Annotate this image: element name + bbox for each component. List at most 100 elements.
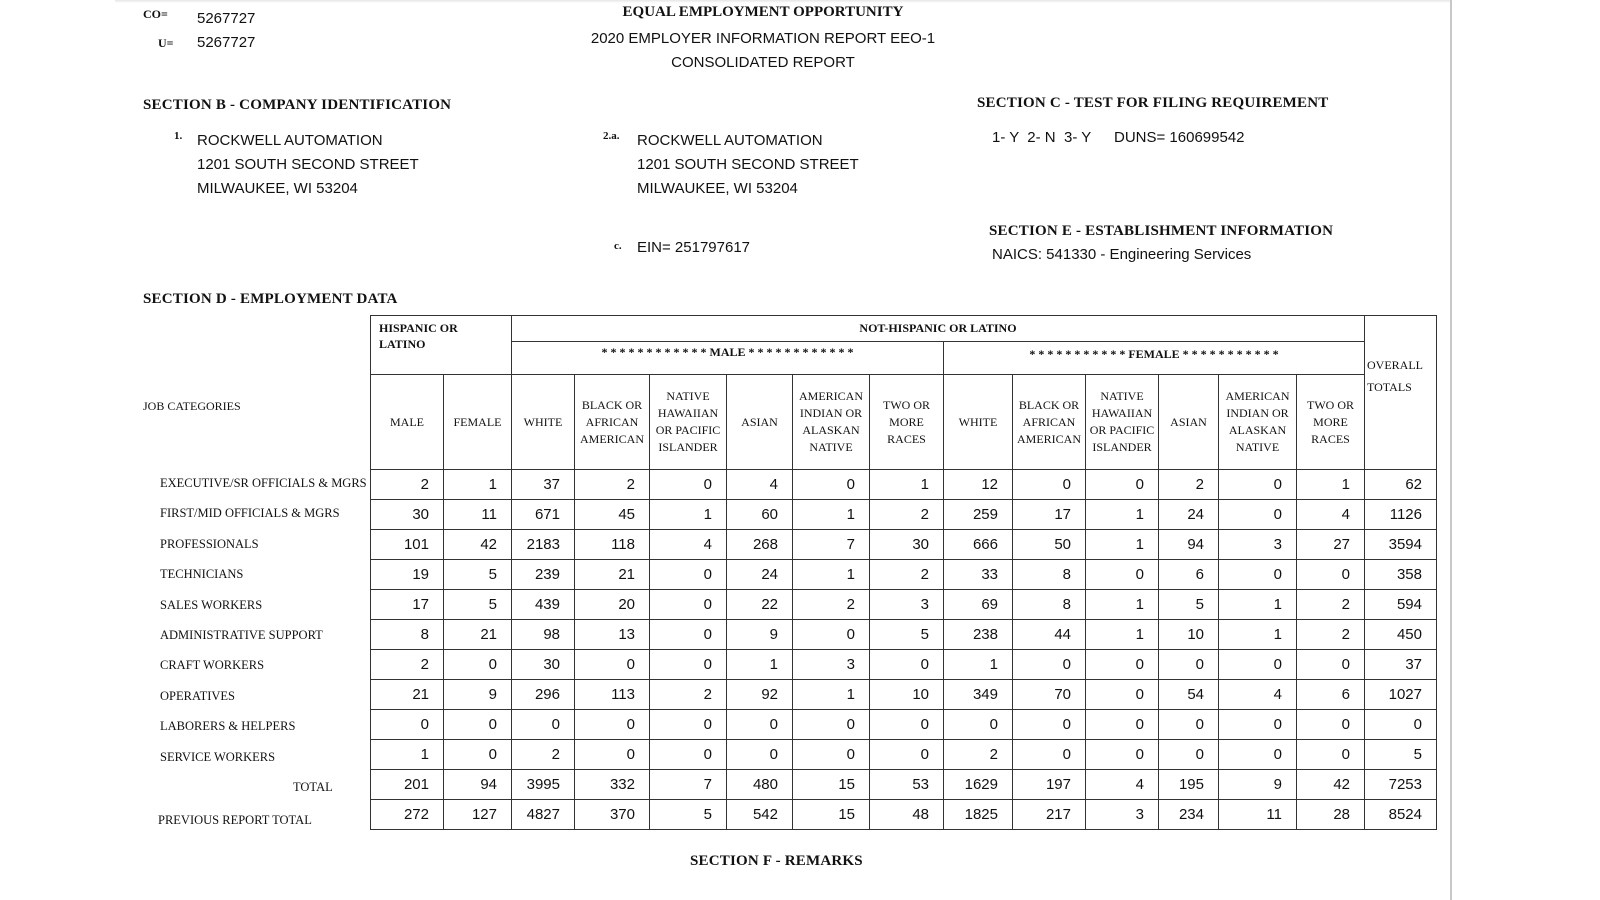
count-cell: 1629 [943, 769, 1013, 800]
company-address-1: ROCKWELL AUTOMATION 1201 SOUTH SECOND ST… [197, 129, 419, 201]
overall-total-cell: 1027 [1364, 679, 1437, 710]
count-cell: 3 [1218, 529, 1297, 560]
job-category-label: SALES WORKERS [160, 597, 263, 612]
count-cell: 0 [649, 619, 727, 650]
count-cell: 70 [1012, 679, 1086, 710]
table-row: 21 9 296 113 2 92 1 10 349 70 0 54 4 6 1027 [370, 679, 1437, 710]
count-cell: 0 [1296, 739, 1365, 770]
address-line: MILWAUKEE, WI 53204 [197, 180, 358, 197]
count-cell: 0 [869, 649, 944, 680]
count-cell: 5 [443, 589, 512, 620]
count-cell: 370 [574, 799, 650, 830]
job-category-label: SERVICE WORKERS [160, 749, 276, 764]
count-cell: 2 [943, 739, 1013, 770]
count-cell: 6 [1158, 559, 1219, 590]
count-cell: 0 [869, 709, 944, 740]
count-cell: 4827 [511, 799, 575, 830]
count-cell: 0 [649, 739, 727, 770]
count-cell: 3 [792, 649, 870, 680]
count-cell: 195 [1158, 769, 1219, 800]
count-cell: 2 [370, 469, 444, 500]
job-category-label: EXECUTIVE/SR OFFICIALS & MGRS [160, 476, 367, 490]
job-categories-label: JOB CATEGORIES [143, 399, 241, 413]
count-cell: 94 [443, 769, 512, 800]
count-cell: 0 [1218, 469, 1297, 500]
count-cell: 666 [943, 529, 1013, 560]
page-top-shadow [115, 0, 1451, 3]
count-cell: 4 [1085, 769, 1159, 800]
overall-total-cell: 450 [1364, 619, 1437, 650]
count-cell: 201 [370, 769, 444, 800]
job-category-label: ADMINISTRATIVE SUPPORT [160, 628, 323, 642]
count-cell: 480 [726, 769, 793, 800]
address-line: ROCKWELL AUTOMATION [197, 132, 383, 149]
overall-total-cell: 5 [1364, 739, 1437, 770]
count-cell: 10 [1158, 619, 1219, 650]
count-cell: 2 [649, 679, 727, 710]
count-cell: 50 [1012, 529, 1086, 560]
count-cell: 1 [1085, 499, 1159, 530]
count-cell: 296 [511, 679, 575, 710]
count-cell: 1 [869, 469, 944, 500]
count-cell: 37 [511, 469, 575, 500]
table-row: 2 1 37 2 0 4 0 1 12 0 0 2 0 1 62 [370, 469, 1437, 500]
count-cell: 0 [649, 649, 727, 680]
count-cell: 0 [370, 709, 444, 740]
count-cell: 9 [726, 619, 793, 650]
count-cell: 0 [1158, 649, 1219, 680]
section-f-title: SECTION F - REMARKS [690, 853, 863, 869]
column-header: WHITE [943, 374, 1013, 470]
count-cell: 27 [1296, 529, 1365, 560]
column-header: AMERICAN INDIAN OR ALASKAN NATIVE [1218, 374, 1297, 470]
count-cell: 22 [726, 589, 793, 620]
table-row: 101 42 2183 118 4 268 7 30 666 50 1 94 3 27 3594 [370, 529, 1437, 560]
count-cell: 0 [1296, 709, 1365, 740]
column-header: TWO OR MORE RACES [1296, 374, 1365, 470]
job-category-label: OPERATIVES [160, 688, 236, 703]
count-cell: 60 [726, 499, 793, 530]
male-header: * * * * * * * * * * * * MALE * * * * * *… [511, 341, 944, 375]
count-cell: 4 [649, 529, 727, 560]
count-cell: 268 [726, 529, 793, 560]
count-cell: 671 [511, 499, 575, 530]
column-header: WHITE [511, 374, 575, 470]
count-cell: 1 [1296, 469, 1365, 500]
count-cell: 234 [1158, 799, 1219, 830]
count-cell: 349 [943, 679, 1013, 710]
report-title: EQUAL EMPLOYMENT OPPORTUNITY [622, 4, 904, 20]
address-line: 1201 SOUTH SECOND STREET [197, 156, 419, 173]
count-cell: 20 [574, 589, 650, 620]
count-cell: 1 [943, 649, 1013, 680]
job-category-label: FIRST/MID OFFICIALS & MGRS [160, 506, 340, 521]
count-cell: 53 [869, 769, 944, 800]
column-header: BLACK OR AFRICAN AMERICAN [1012, 374, 1086, 470]
count-cell: 69 [943, 589, 1013, 620]
count-cell: 15 [792, 769, 870, 800]
count-cell: 17 [1012, 499, 1086, 530]
company-address-2a: ROCKWELL AUTOMATION 1201 SOUTH SECOND ST… [637, 129, 859, 201]
count-cell: 1 [443, 469, 512, 500]
count-cell: 11 [443, 499, 512, 530]
count-cell: 4 [726, 469, 793, 500]
count-cell: 33 [943, 559, 1013, 590]
count-cell: 0 [443, 739, 512, 770]
count-cell: 4 [1296, 499, 1365, 530]
u-label: U= [158, 36, 174, 50]
count-cell: 1 [1218, 619, 1297, 650]
address-line: 1201 SOUTH SECOND STREET [637, 156, 859, 173]
count-cell: 21 [370, 679, 444, 710]
count-cell: 15 [792, 799, 870, 830]
count-cell: 1 [792, 559, 870, 590]
employment-data-table: HISPANIC OR LATINO NOT-HISPANIC OR LATIN… [370, 315, 1437, 830]
count-cell: 217 [1012, 799, 1086, 830]
overall-total-cell: 1126 [1364, 499, 1437, 530]
count-cell: 0 [1218, 739, 1297, 770]
overall-total-cell: 358 [1364, 559, 1437, 590]
count-cell: 30 [370, 499, 444, 530]
count-cell: 24 [726, 559, 793, 590]
count-cell: 30 [511, 649, 575, 680]
count-cell: 12 [943, 469, 1013, 500]
job-category-label: TOTAL [293, 780, 333, 794]
count-cell: 4 [1218, 679, 1297, 710]
overall-total-cell: 3594 [1364, 529, 1437, 560]
